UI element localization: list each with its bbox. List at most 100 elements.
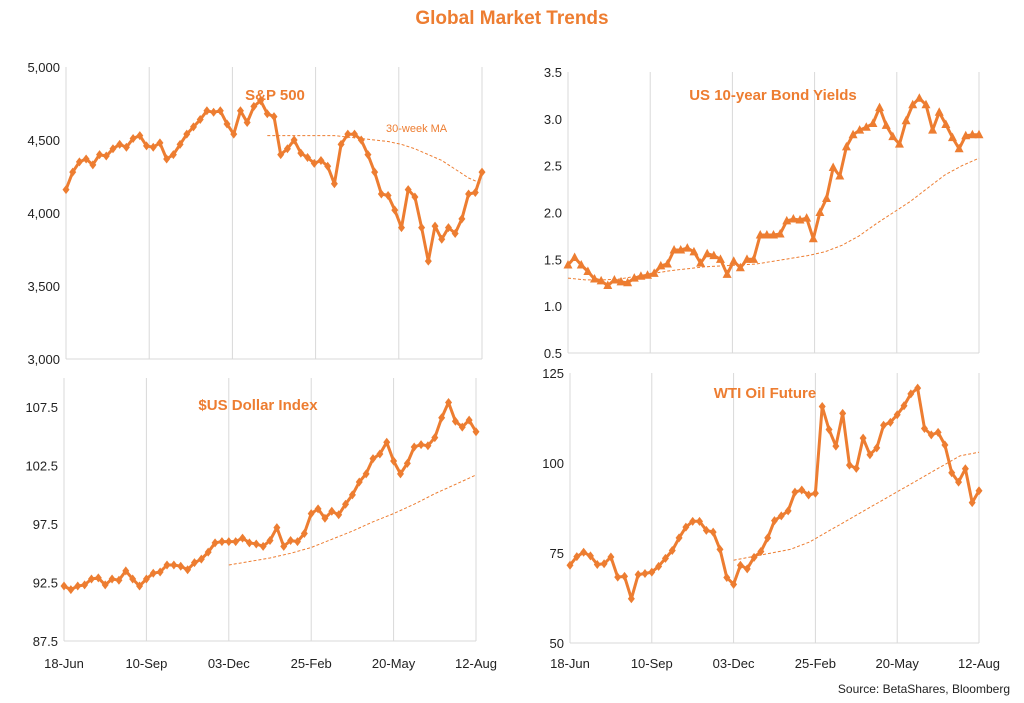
- bonds-data-point: [669, 244, 679, 254]
- usd-y-tick-label: 107.5: [25, 400, 58, 415]
- usd-data-point: [424, 441, 432, 451]
- oil-data-point: [607, 552, 615, 562]
- usd-data-point: [355, 477, 363, 487]
- usd-data-point: [239, 533, 247, 543]
- usd-data-point: [225, 537, 233, 547]
- usd-data-point: [335, 510, 343, 520]
- oil-moving-average-line: [733, 451, 980, 561]
- bonds-data-point: [822, 193, 832, 202]
- sp500-data-point: [82, 154, 90, 164]
- bonds-y-tick-label: 1.5: [544, 252, 562, 267]
- bonds-data-point: [603, 280, 613, 290]
- oil-data-point: [586, 551, 594, 561]
- sp500-data-point: [89, 160, 97, 170]
- usd-chart-title: $US Dollar Index: [198, 397, 318, 414]
- sp500-data-point: [189, 122, 197, 132]
- oil-data-point: [730, 579, 738, 589]
- sp500-data-point: [169, 150, 177, 160]
- usd-data-point: [81, 580, 89, 590]
- oil-data-point: [702, 525, 710, 535]
- oil-data-point: [641, 569, 649, 579]
- bonds-data-point: [808, 233, 818, 243]
- bonds-data-point: [775, 229, 785, 238]
- bonds-data-point: [841, 141, 851, 151]
- bonds-data-point: [702, 248, 712, 258]
- oil-data-point: [784, 506, 792, 516]
- usd-data-point: [245, 538, 253, 548]
- oil-data-point: [900, 401, 908, 411]
- bonds-y-tick-label: 2.0: [544, 206, 562, 221]
- usd-data-point: [383, 437, 391, 447]
- usd-data-point: [129, 574, 137, 584]
- usd-data-point: [204, 547, 212, 557]
- oil-data-point: [811, 488, 819, 498]
- sp500-data-point: [183, 129, 191, 139]
- oil-data-point: [661, 553, 669, 563]
- bonds-y-tick-label: 2.5: [544, 159, 562, 174]
- oil-data-point: [845, 460, 853, 470]
- usd-data-point: [163, 560, 171, 570]
- usd-y-tick-label: 92.5: [33, 576, 58, 591]
- usd-moving-average-line: [228, 474, 477, 566]
- usd-data-point: [252, 539, 260, 549]
- usd-data-point: [115, 575, 123, 585]
- bonds-data-point: [835, 170, 845, 180]
- bonds-data-point: [590, 274, 600, 283]
- bonds-data-point: [868, 118, 878, 128]
- oil-data-point: [914, 383, 922, 393]
- sp500-data-point: [337, 139, 345, 149]
- usd-data-point: [348, 490, 356, 500]
- bonds-series-line: [566, 96, 979, 288]
- oil-data-point: [723, 572, 731, 582]
- usd-data-point: [314, 504, 322, 514]
- bonds-data-point: [742, 254, 752, 263]
- sp500-data-point: [377, 189, 385, 199]
- bonds-data-point: [696, 258, 706, 267]
- sp500-data-point: [344, 129, 352, 139]
- oil-data-point: [893, 410, 901, 420]
- sp500-y-tick-label: 3,000: [27, 352, 60, 367]
- oil-data-point: [614, 572, 622, 582]
- usd-data-point: [307, 509, 315, 519]
- usd-data-point: [122, 566, 130, 576]
- sp500-data-point: [196, 115, 204, 125]
- oil-data-point: [757, 547, 765, 557]
- bonds-moving-average-line: [567, 157, 980, 281]
- oil-data-point: [593, 560, 601, 570]
- usd-data-point: [396, 469, 404, 479]
- oil-data-point: [634, 570, 642, 580]
- bond-yields-chart: 0.5 1.0 1.5 2.0 2.5 3.0 3.5 US 10-year Bond Yie…: [544, 65, 984, 361]
- sp500-data-point: [257, 96, 265, 106]
- usd-data-point: [177, 561, 185, 571]
- oil-x-tick-label: 03-Dec: [713, 656, 755, 671]
- bonds-chart-title: US 10-year Bond Yields: [689, 87, 857, 104]
- oil-data-point: [580, 547, 588, 557]
- usd-data-point: [465, 415, 473, 425]
- sp500-data-point: [203, 106, 211, 116]
- usd-x-tick-label: 10-Sep: [125, 656, 167, 671]
- bonds-data-point: [928, 125, 938, 134]
- bonds-data-point: [762, 229, 772, 239]
- bonds-data-point: [875, 102, 885, 112]
- oil-y-tick-label: 75: [550, 546, 564, 561]
- bonds-data-point: [788, 214, 798, 223]
- bonds-data-point: [643, 270, 653, 279]
- oil-series-line: [568, 386, 981, 601]
- usd-data-point: [136, 581, 144, 591]
- usd-data-point: [266, 535, 274, 545]
- dollar-index-chart: 87.5 92.5 97.5 102.5 107.5 18-Jun 10-Sep 03-Dec…: [25, 378, 497, 671]
- sp500-data-point: [317, 155, 325, 165]
- bonds-data-point: [941, 119, 951, 128]
- sp500-y-tick-label: 4,500: [27, 133, 60, 148]
- sp500-data-point: [109, 144, 117, 154]
- oil-data-point: [873, 443, 881, 453]
- oil-data-point: [709, 527, 717, 537]
- bonds-data-point: [881, 120, 891, 129]
- sp500-data-point: [411, 192, 419, 202]
- bonds-data-point: [947, 132, 957, 142]
- oil-chart-title: WTI Oil Future: [714, 385, 817, 402]
- sp500-data-point: [122, 142, 130, 152]
- bonds-data-point: [583, 266, 593, 276]
- sp500-data-point: [210, 107, 218, 117]
- oil-data-point: [961, 464, 969, 474]
